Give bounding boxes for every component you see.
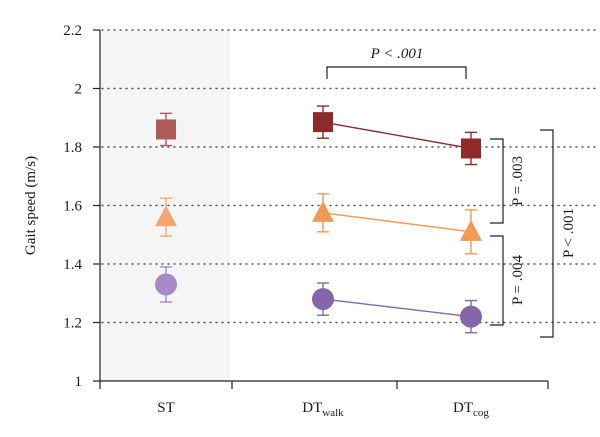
- y-tick-label: 2: [75, 82, 83, 98]
- y-tick-label: 1.8: [63, 140, 82, 156]
- y-tick-labels: 1 1.2 1.4 1.6 1.8 2 2.2: [63, 23, 82, 390]
- top-bracket: [326, 66, 467, 79]
- plot-area: [155, 105, 482, 334]
- right-lower-bracket: [490, 235, 504, 326]
- data-point-triangle: [155, 205, 177, 227]
- y-axis-title: Gait speed (m/s): [23, 156, 39, 255]
- right-upper-bracket: [490, 138, 504, 224]
- y-tick-label: 1.6: [63, 199, 82, 215]
- grid-lines: [101, 29, 597, 324]
- y-tick-label: 1: [75, 374, 83, 390]
- right-lower-p-value: P = .004: [510, 255, 526, 305]
- data-point-triangle: [312, 200, 334, 222]
- series-square: [156, 105, 481, 166]
- right-upper-p-value: P = .003: [510, 156, 526, 206]
- series-line: [322, 298, 472, 318]
- far-right-p-value: P < .001: [561, 208, 577, 258]
- data-point-square: [156, 119, 176, 140]
- category-label: DTcog: [453, 400, 489, 419]
- y-tick-label: 1.4: [63, 257, 82, 273]
- data-point-circle: [312, 288, 334, 311]
- y-tick-label: 1.2: [63, 316, 82, 332]
- category-label: DTwalk: [302, 400, 344, 419]
- data-point-square: [461, 138, 481, 159]
- series-line: [322, 212, 472, 233]
- series-line: [322, 121, 472, 150]
- significance-annotations: P < .001 P = .003 P = .004 P < .001: [326, 46, 577, 338]
- data-point-circle: [460, 305, 482, 328]
- data-point-circle: [155, 273, 177, 296]
- y-tick-label: 2.2: [63, 23, 82, 39]
- series-circle: [155, 266, 482, 334]
- axes: [93, 29, 549, 389]
- x-category-labels: ST DTwalk DTcog: [157, 400, 489, 419]
- top-p-value: P < .001: [370, 46, 424, 62]
- far-right-bracket: [540, 129, 554, 338]
- category-label: ST: [157, 400, 175, 416]
- series-triangle: [155, 193, 482, 255]
- data-point-square: [313, 112, 333, 133]
- data-point-triangle: [460, 219, 482, 241]
